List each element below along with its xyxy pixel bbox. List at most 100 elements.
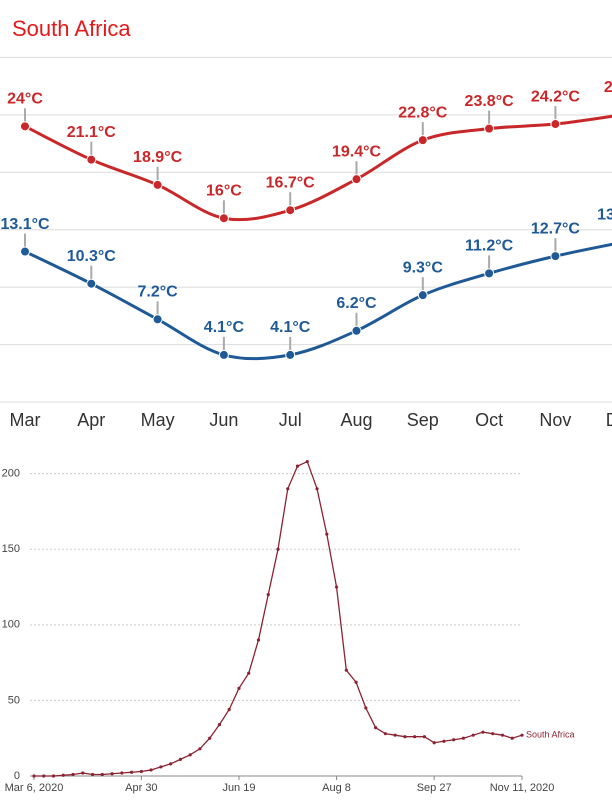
series-label: South Africa [526,730,575,740]
point [393,733,397,737]
point [417,135,428,146]
data-label: 21.1°C [67,124,117,141]
point [227,707,231,712]
point [237,686,241,690]
point [285,205,296,216]
chart-title: South Africa [12,16,131,41]
data-label: 24.2°C [531,88,581,105]
point [550,251,561,262]
point [20,121,30,132]
data-label: 9.3°C [403,259,444,276]
point [90,772,95,777]
point [86,278,97,289]
point [149,768,153,772]
data-label: 10.3°C [67,248,117,265]
point [403,735,407,739]
data-label: 23.8°C [465,93,515,110]
data-label: 22.8°C [398,104,448,121]
data-label: 12.7°C [531,220,581,237]
point [285,349,296,360]
point [383,732,387,736]
point [305,459,309,464]
x-tick-label: Sep 27 [417,782,452,794]
point [100,772,104,777]
data-label: 25°C [604,79,612,96]
data-label: 16°C [206,182,242,199]
point [139,769,143,774]
point [374,726,378,730]
data-label: 13.9°C [597,207,612,224]
point [484,123,495,134]
point [276,547,280,551]
point [110,772,114,776]
point [188,753,192,757]
point [510,736,514,740]
point [159,765,163,769]
point [484,268,495,279]
x-tick-label: Jun [209,410,238,430]
point [413,735,417,739]
point [20,246,30,257]
point [32,774,36,778]
point [471,733,475,737]
point [286,487,290,491]
point [354,680,358,684]
point [351,174,362,185]
point [461,736,466,740]
data-label: 7.2°C [137,284,178,301]
data-label: 24°C [7,91,43,108]
point [208,736,212,740]
point [295,464,300,468]
point [315,487,319,491]
point [491,732,495,736]
data-label: 11.2°C [465,238,514,255]
point [86,154,97,165]
point [152,179,163,190]
x-tick-label: Sep [407,410,439,430]
series-line [34,460,523,777]
y-tick-label: 200 [2,468,20,480]
y-tick-label: 50 [8,694,20,706]
data-label: 18.9°C [133,149,183,166]
point [61,773,65,777]
point [178,757,182,761]
point [452,738,456,742]
point [81,771,85,775]
point [217,723,222,727]
data-label: 4.1°C [204,319,245,336]
data-label: 16.7°C [266,174,316,191]
y-tick-label: 100 [2,619,20,631]
x-tick-label: Apr [77,410,105,430]
point [51,774,56,778]
point [169,762,173,766]
x-tick-label: Mar 6, 2020 [5,782,64,794]
point [218,349,229,360]
data-label: 19.4°C [332,143,382,160]
point [422,735,426,739]
x-tick-label: Jun 19 [222,782,255,794]
point [218,213,229,224]
point [256,638,261,642]
x-tick-label: Jul [279,410,302,430]
x-tick-label: Nov 11, 2020 [490,782,555,794]
point [120,771,124,775]
point [266,593,270,597]
x-tick-label: Aug 8 [322,782,351,794]
point [500,733,505,737]
point [334,585,339,589]
point [432,741,436,745]
point [247,671,251,675]
x-tick-label: Mar [10,410,41,430]
x-tick-label: Nov [539,410,571,430]
data-label: 6.2°C [336,295,377,312]
point [481,730,485,734]
point [364,706,368,710]
point [152,314,163,325]
x-tick-label: Aug [340,410,372,430]
point [325,532,329,536]
point [71,772,75,777]
point [130,770,134,774]
point [520,733,524,737]
